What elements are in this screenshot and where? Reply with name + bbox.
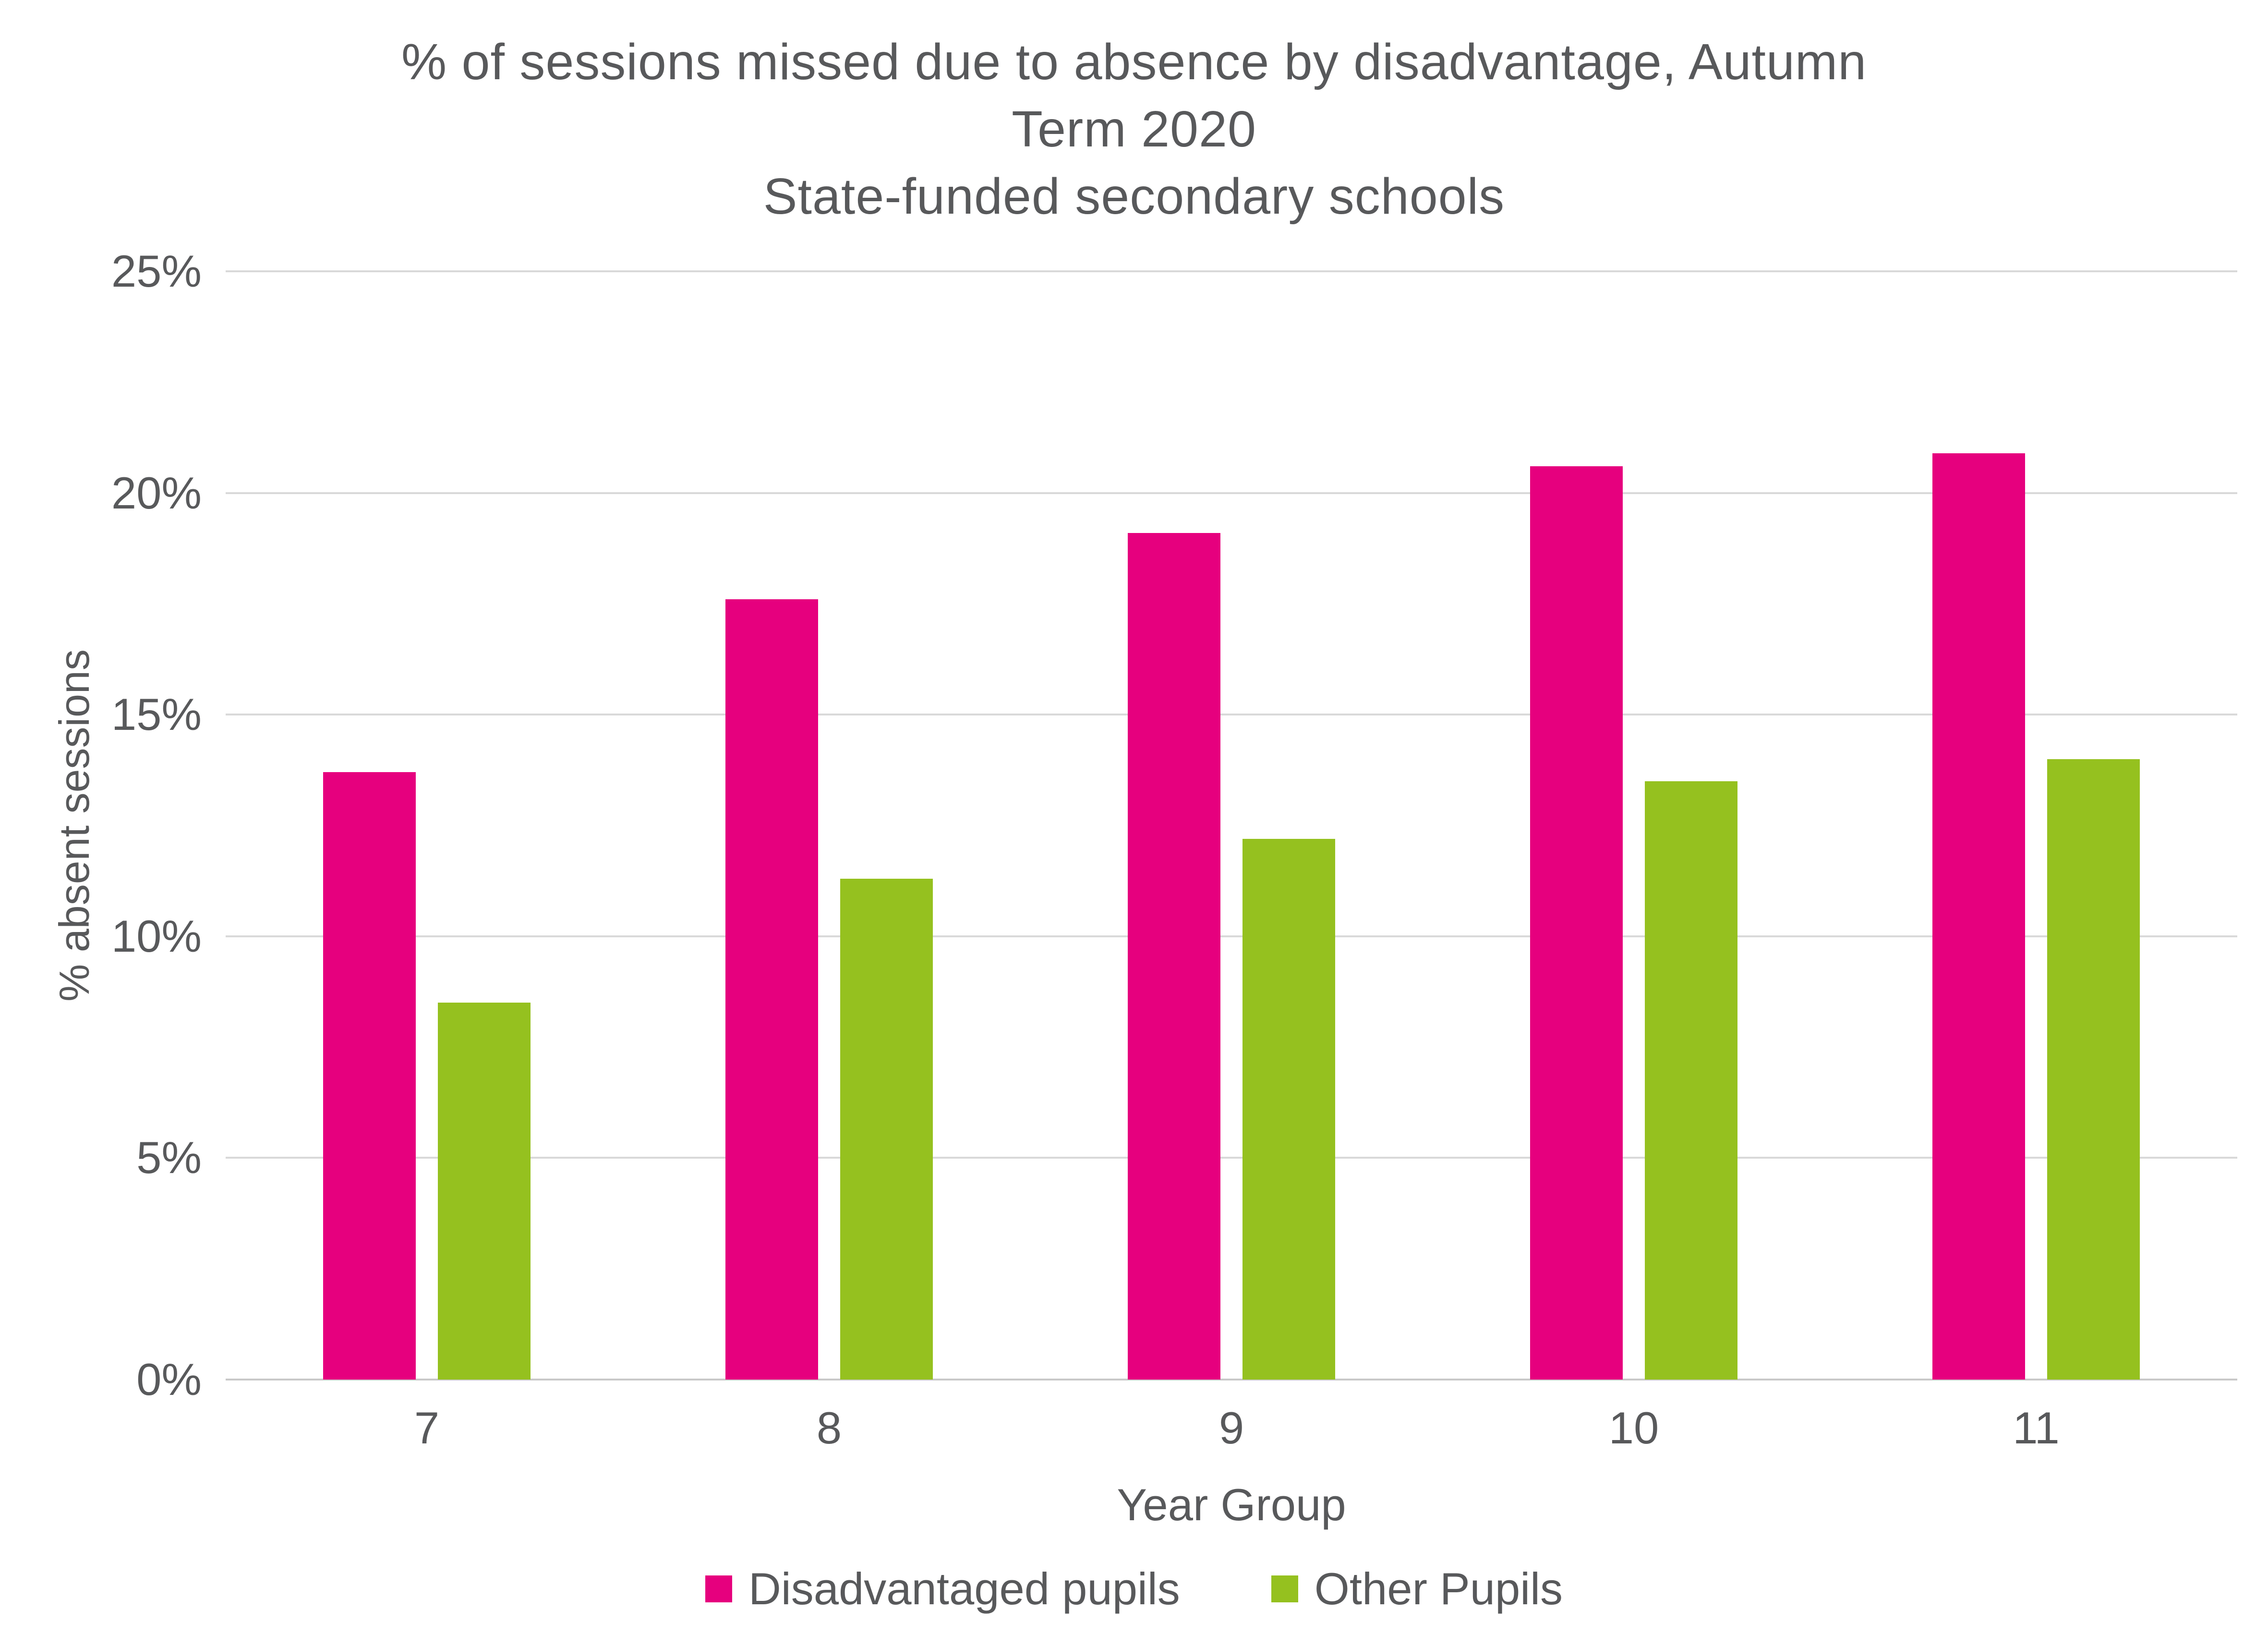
bar-group-year-9 — [1030, 271, 1433, 1380]
x-axis-tick-labels: 7 8 9 10 11 — [226, 1402, 2237, 1454]
bar-group-year-8 — [628, 271, 1030, 1380]
x-tick-label-year-9: 9 — [1218, 1403, 1244, 1453]
bar-disadvantaged-pupils-year-7 — [323, 772, 416, 1380]
y-tick-label-5: 5% — [136, 1132, 202, 1183]
legend: Disadvantaged pupils Other Pupils — [0, 1563, 2268, 1615]
y-tick-label-10: 10% — [111, 910, 202, 961]
gridline-15 — [226, 714, 2237, 716]
gridline-0 — [226, 1379, 2237, 1381]
bar-group-year-7 — [226, 271, 628, 1380]
gridline-5 — [226, 1157, 2237, 1159]
bar-group-year-10 — [1433, 271, 1835, 1380]
legend-item-other-pupils: Other Pupils — [1271, 1563, 1563, 1615]
gridline-20 — [226, 492, 2237, 494]
legend-swatch-disadvantaged-pupils — [705, 1575, 732, 1602]
bar-other-pupils-year-9 — [1243, 838, 1335, 1380]
chart-title-line-3: State-funded secondary schools — [763, 168, 1505, 225]
x-tick-label-year-8: 8 — [816, 1403, 842, 1453]
legend-item-disadvantaged-pupils: Disadvantaged pupils — [705, 1563, 1180, 1615]
x-tick-label-year-11: 11 — [2013, 1403, 2060, 1453]
y-axis-tick-labels: 0% 5% 10% 15% 20% 25% — [0, 246, 202, 1405]
chart-title-line-1: % of sessions missed due to absence by d… — [401, 34, 1867, 90]
gridline-25 — [226, 270, 2237, 272]
legend-swatch-other-pupils — [1271, 1575, 1298, 1602]
bar-disadvantaged-pupils-year-8 — [725, 599, 818, 1380]
bar-other-pupils-year-10 — [1645, 781, 1737, 1380]
y-tick-label-20: 20% — [111, 467, 202, 518]
bar-other-pupils-year-7 — [438, 1003, 531, 1380]
x-tick-label-year-10: 10 — [1608, 1403, 1659, 1453]
legend-label-other-pupils: Other Pupils — [1314, 1563, 1563, 1614]
bar-groups — [226, 271, 2237, 1380]
y-tick-label-15: 15% — [111, 689, 202, 740]
legend-label-disadvantaged-pupils: Disadvantaged pupils — [748, 1563, 1180, 1614]
y-tick-label-0: 0% — [136, 1354, 202, 1405]
gridline-10 — [226, 935, 2237, 937]
chart-title: % of sessions missed due to absence by d… — [0, 29, 2268, 230]
bar-disadvantaged-pupils-year-10 — [1530, 466, 1623, 1380]
bar-other-pupils-year-8 — [840, 878, 933, 1380]
bar-other-pupils-year-11 — [2047, 759, 2140, 1380]
plot-area — [226, 270, 2237, 1381]
x-axis-title: Year Group — [1117, 1479, 1346, 1530]
chart-title-line-2: Term 2020 — [1012, 100, 1256, 157]
bar-disadvantaged-pupils-year-11 — [1932, 453, 2025, 1380]
bar-group-year-11 — [1835, 271, 2237, 1380]
bar-disadvantaged-pupils-year-9 — [1128, 533, 1220, 1380]
y-tick-label-25: 25% — [111, 246, 202, 296]
x-tick-label-year-7: 7 — [414, 1403, 440, 1453]
